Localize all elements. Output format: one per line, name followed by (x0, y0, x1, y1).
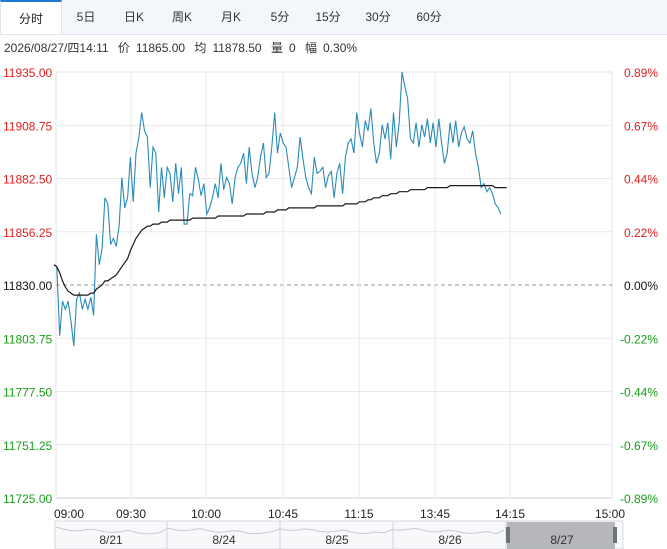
navigator-date-label: 8/26 (438, 533, 462, 547)
tab-6[interactable]: 15分 (315, 10, 341, 24)
y-tick-left: 11751.25 (3, 439, 52, 453)
y-tick-right: -0.44% (620, 386, 658, 400)
info-range-label: 幅 (305, 41, 318, 55)
tab-2[interactable]: 日K (123, 10, 144, 24)
y-tick-left: 11856.25 (3, 226, 52, 240)
info-datetime: 2026/08/27/四14:11 (4, 41, 109, 55)
y-tick-left: 11908.75 (3, 119, 52, 133)
x-tick-label: 09:30 (116, 507, 146, 521)
chart-grid (55, 71, 613, 499)
y-tick-left: 11725.00 (3, 492, 52, 506)
y-tick-right: 0.67% (624, 119, 658, 133)
navigator-selected-window[interactable] (507, 522, 615, 549)
y-tick-right: 0.22% (624, 226, 658, 240)
navigator-date-label: 8/24 (212, 533, 236, 547)
y-tick-left: 11935.00 (3, 66, 52, 80)
tab-1[interactable]: 5日 (76, 10, 96, 24)
info-volume-label: 量 (270, 41, 283, 55)
x-tick-label: 11:15 (344, 507, 373, 521)
price-line (53, 71, 502, 346)
tab-5[interactable]: 5分 (270, 10, 290, 24)
x-tick-label: 10:00 (191, 507, 221, 521)
navigator-date-label: 8/25 (325, 533, 349, 547)
chart-axes: 11935.00 0.89% 11908.75 0.67% 11882.50 0.44% 1… (3, 66, 658, 506)
tab-7[interactable]: 30分 (365, 10, 391, 24)
info-range-value: 0.30% (323, 41, 358, 55)
navigator-right-handle[interactable] (613, 527, 617, 543)
chart-lines (53, 71, 507, 346)
x-tick-label: 09:00 (54, 507, 84, 521)
y-tick-right: -0.89% (620, 492, 658, 506)
x-tick-label: 13:45 (420, 507, 450, 521)
info-price-value: 11865.00 (135, 41, 186, 55)
x-tick-label: 14:15 (495, 507, 525, 521)
info-avg-label: 均 (194, 41, 207, 55)
x-tick-label: 10:45 (268, 507, 298, 521)
y-tick-right: -0.22% (620, 332, 658, 346)
tab-0[interactable]: 分时 (0, 0, 62, 34)
y-tick-left: 11777.50 (3, 386, 52, 400)
date-navigator: 8/21 8/24 8/25 8/26 8/27 (54, 520, 624, 549)
navigator-date-label: 8/21 (99, 533, 123, 547)
info-price-label: 价 (117, 41, 130, 55)
x-axis: 09:00 09:30 10:00 10:45 11:15 13:45 14:15 15:00 (54, 497, 625, 521)
y-tick-right: -0.67% (620, 439, 658, 453)
y-tick-left: 11803.75 (3, 332, 52, 346)
average-price-line (53, 185, 507, 296)
y-tick-left: 11830.00 (3, 279, 52, 293)
tab-4[interactable]: 月K (220, 10, 241, 24)
tab-8[interactable]: 60分 (416, 10, 442, 24)
x-tick-label: 15:00 (595, 507, 625, 521)
period-tab-bar: 分时 5日 日K 周K 月K 5分 15分 30分 60分 (0, 0, 667, 35)
y-tick-right: 0.44% (624, 173, 658, 187)
y-tick-left: 11882.50 (3, 173, 52, 187)
y-tick-right: 0.89% (624, 66, 658, 80)
tab-3[interactable]: 周K (171, 10, 192, 24)
navigator-date-label: 8/27 (550, 533, 574, 547)
info-avg-value: 11878.50 (212, 41, 262, 55)
navigator-left-handle[interactable] (506, 527, 510, 543)
info-volume-value: 0 (288, 41, 296, 55)
y-tick-right: 0.00% (624, 279, 658, 293)
